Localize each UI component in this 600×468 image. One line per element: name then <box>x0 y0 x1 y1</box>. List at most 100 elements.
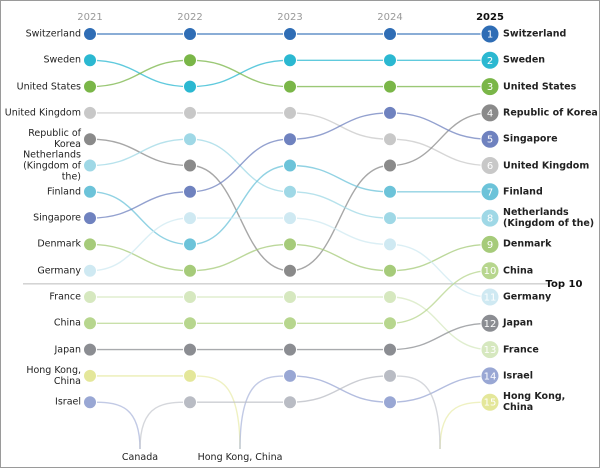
series-label-left: Republic of Korea <box>28 128 81 151</box>
rank-dot <box>283 79 297 94</box>
rank-dot <box>183 395 197 410</box>
rank-number: 8 <box>487 214 493 225</box>
series-label-left: Hong Kong, China <box>26 364 81 387</box>
series-label-right: Switzerland <box>503 28 567 40</box>
series-label-right: Japan <box>503 317 533 329</box>
rank-dot <box>480 103 500 123</box>
rank-dot <box>383 342 397 357</box>
series-line <box>89 217 491 298</box>
rank-dot <box>383 105 397 120</box>
rank-dot <box>83 184 97 199</box>
rank-dot <box>183 211 197 226</box>
rank-dot <box>283 132 297 147</box>
series-line <box>89 112 491 167</box>
series-label-left: Sweden <box>43 54 81 66</box>
series-label-right: Netherlands (Kingdom of the) <box>503 207 595 230</box>
rank-dot <box>480 287 500 307</box>
rank-dot <box>283 395 297 410</box>
rank-dot <box>283 27 297 41</box>
series-label-right: Israel <box>503 370 533 382</box>
rank-number: 3 <box>487 82 493 93</box>
rank-dot <box>83 53 97 68</box>
off-chart-label: Canada <box>121 452 159 463</box>
rank-dot <box>383 79 397 94</box>
rank-dot <box>283 263 297 278</box>
rank-dot <box>83 237 97 252</box>
rank-dot <box>183 105 197 120</box>
rank-dot <box>183 316 197 331</box>
rank-number: 14 <box>484 371 497 382</box>
series-label-left: United States <box>16 81 81 93</box>
rank-dot <box>183 132 197 147</box>
series-label-right: China <box>503 265 534 277</box>
rank-dot <box>183 158 197 173</box>
series-label-left: France <box>49 291 81 303</box>
rank-number: 10 <box>484 266 497 277</box>
series-label-left: Switzerland <box>25 28 81 40</box>
series-label-left: Singapore <box>33 212 81 224</box>
series-label-left: Japan <box>54 344 82 356</box>
rank-dot <box>383 368 397 383</box>
series-line <box>89 59 491 88</box>
rank-dot <box>83 342 97 357</box>
rank-dot <box>383 263 397 278</box>
rank-dot <box>83 158 97 173</box>
rank-dot <box>183 342 197 357</box>
rank-dot <box>480 340 500 360</box>
rank-dot <box>83 132 97 147</box>
rank-dot <box>283 158 297 173</box>
series-label-right: Singapore <box>503 133 558 145</box>
rank-dot <box>480 392 500 412</box>
rank-number: 5 <box>487 135 493 146</box>
rank-dot <box>283 316 297 331</box>
rank-number: 12 <box>484 319 497 330</box>
rank-dot <box>480 261 500 281</box>
rank-dot <box>383 158 397 173</box>
rank-dot <box>283 368 297 383</box>
rank-dot <box>83 368 97 383</box>
series-label-right: United Kingdom <box>503 160 590 171</box>
series-tail <box>439 401 491 450</box>
rank-dot <box>383 395 397 410</box>
rank-dot <box>83 290 97 304</box>
series-label-left: United Kingdom <box>4 107 81 119</box>
rank-dot <box>183 368 197 383</box>
series-tail <box>139 401 191 450</box>
off-chart-label: Hong Kong, China <box>197 452 283 463</box>
rank-dot <box>383 184 397 199</box>
rank-dot <box>183 27 197 41</box>
rank-dot <box>83 263 97 278</box>
x-tick-label: 2024 <box>377 12 402 23</box>
series-label-left: China <box>53 317 81 329</box>
series-label-right: United States <box>503 81 577 93</box>
series-label-left: Netherlands (Kingdom of the) <box>23 149 81 182</box>
rank-dot <box>183 263 197 278</box>
series-tail <box>239 375 291 450</box>
rank-dot <box>83 27 97 41</box>
rank-dot <box>83 79 97 94</box>
rank-dot <box>283 53 297 68</box>
separator-label: Top 10 <box>546 279 583 290</box>
series-label-right: Germany <box>503 291 552 303</box>
rank-dot <box>83 395 97 410</box>
rank-dot <box>480 129 500 149</box>
series-label-right: Republic of Korea <box>503 107 598 119</box>
x-tick-label: 2023 <box>277 12 302 23</box>
rank-dot <box>283 211 297 226</box>
x-tick-label: 2022 <box>177 12 202 23</box>
rank-number: 7 <box>487 187 493 198</box>
series-line <box>89 164 490 246</box>
rank-number: 1 <box>487 30 493 41</box>
rank-dot <box>383 211 397 226</box>
rank-number: 15 <box>484 398 497 409</box>
rank-dot <box>183 237 197 252</box>
rank-dot <box>83 105 97 120</box>
rank-dot <box>283 105 297 120</box>
series-line <box>89 59 490 88</box>
rank-dot <box>480 24 500 44</box>
series-label-right: Denmark <box>503 238 552 250</box>
rank-number: 4 <box>487 108 493 119</box>
